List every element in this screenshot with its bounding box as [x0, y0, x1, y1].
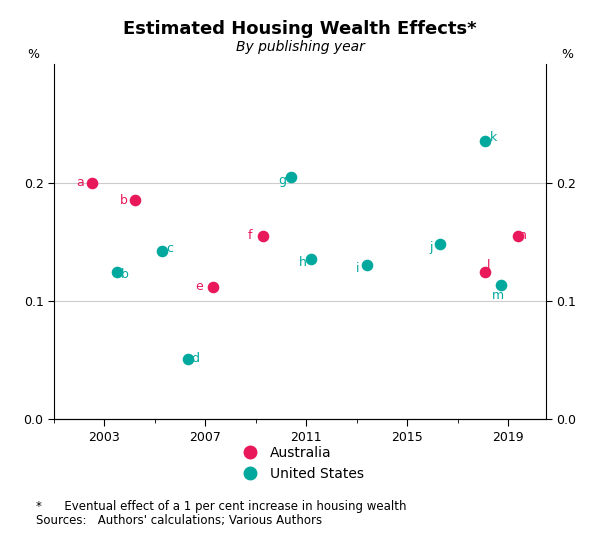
Text: g: g [278, 173, 286, 187]
Point [307, 255, 316, 264]
Text: %: % [561, 48, 573, 61]
Point [259, 231, 268, 240]
Text: f: f [247, 229, 252, 242]
Text: a: a [77, 176, 85, 189]
Text: c: c [167, 242, 173, 255]
Text: Sources:   Authors' calculations; Various Authors: Sources: Authors' calculations; Various … [36, 514, 322, 527]
Point [514, 231, 523, 240]
Point [158, 247, 167, 256]
Text: h: h [299, 256, 307, 270]
Text: By publishing year: By publishing year [236, 40, 364, 54]
Point [481, 137, 490, 146]
Text: %: % [27, 48, 39, 61]
Point [208, 282, 218, 291]
Text: b: b [121, 268, 128, 281]
Text: n: n [519, 229, 527, 242]
Title: Estimated Housing Wealth Effects*: Estimated Housing Wealth Effects* [123, 20, 477, 38]
Text: b: b [119, 194, 127, 207]
Point [130, 196, 140, 205]
Point [481, 268, 490, 277]
Point [286, 172, 296, 181]
Text: l: l [487, 259, 490, 272]
Point [183, 354, 193, 363]
Point [362, 261, 371, 270]
Text: i: i [356, 262, 360, 275]
Text: k: k [490, 131, 497, 144]
Legend: Australia, United States: Australia, United States [236, 446, 364, 481]
Text: m: m [492, 289, 504, 302]
Point [112, 268, 122, 277]
Text: e: e [195, 280, 203, 293]
Point [435, 240, 445, 248]
Text: *      Eventual effect of a 1 per cent increase in housing wealth: * Eventual effect of a 1 per cent increa… [36, 500, 407, 513]
Point [496, 281, 505, 289]
Text: d: d [191, 352, 199, 365]
Text: j: j [430, 241, 433, 254]
Point [87, 178, 97, 187]
